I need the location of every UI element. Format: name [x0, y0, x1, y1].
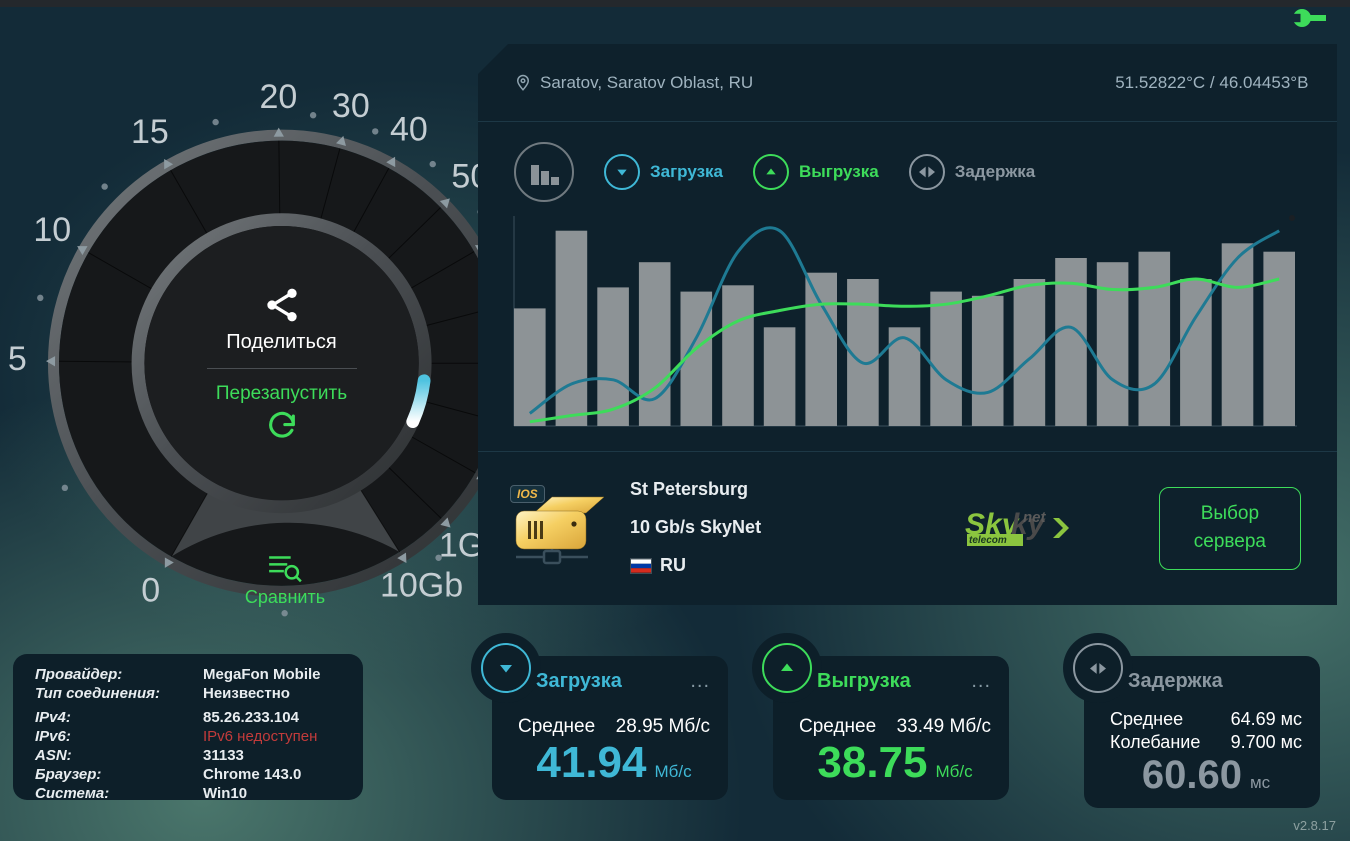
svg-text:5: 5 — [8, 340, 27, 378]
svg-text:10Gb: 10Gb — [380, 566, 463, 604]
svg-text:0: 0 — [141, 572, 160, 610]
svg-text:20: 20 — [259, 78, 297, 116]
svg-text:15: 15 — [131, 113, 169, 151]
svg-text:10: 10 — [33, 211, 71, 249]
svg-text:40: 40 — [390, 111, 428, 149]
svg-text:net: net — [1023, 509, 1047, 526]
svg-text:30: 30 — [332, 87, 370, 125]
svg-text:telecom: telecom — [969, 535, 1007, 546]
